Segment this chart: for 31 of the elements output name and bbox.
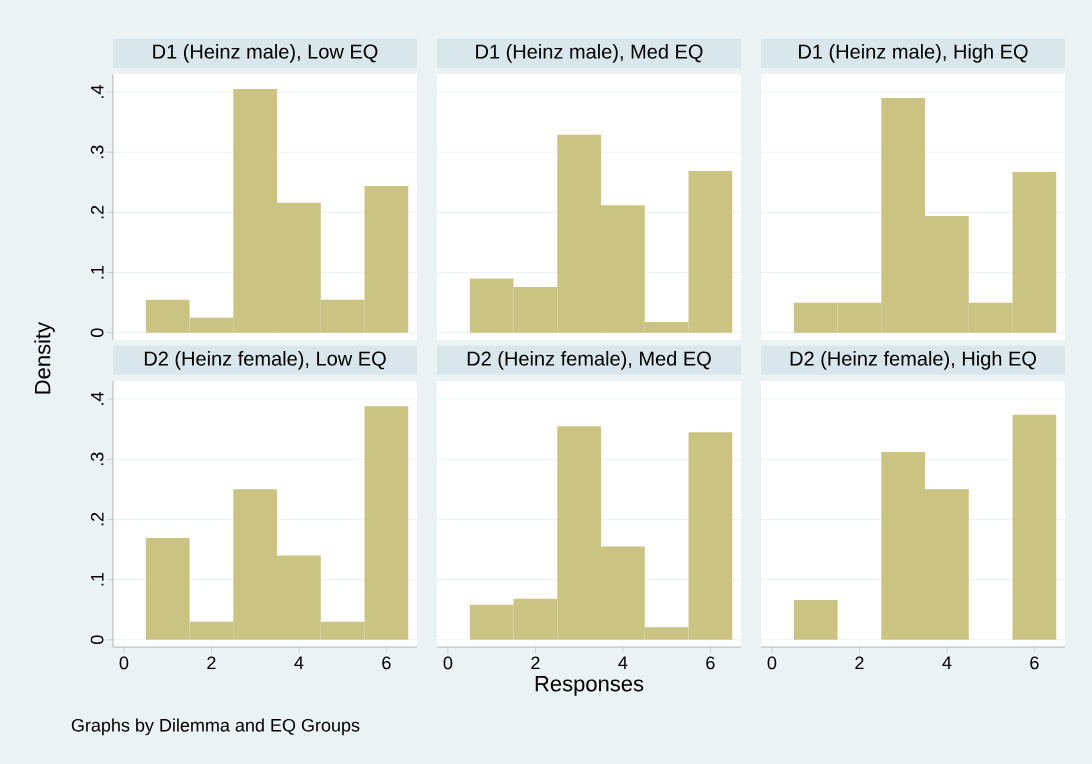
- x-tick-label: 6: [1030, 656, 1039, 670]
- x-tick-label: 2: [207, 656, 216, 670]
- y-tick-label: .3: [90, 452, 104, 466]
- text: Graphs by Dilemma and EQ Groups: [71, 718, 360, 736]
- x-axis-title: Responses: [535, 676, 644, 696]
- chart-title: D1 (Heinz male), High EQ: [799, 43, 1028, 63]
- x-tick-label: 0: [119, 656, 129, 670]
- chart-title: D2 (Heinz female), High EQ: [790, 350, 1036, 370]
- y-tick-label: 0: [90, 635, 104, 645]
- y-axis-title: Density: [34, 322, 55, 394]
- x-tick-label: 4: [618, 656, 628, 669]
- chart-title: D1 (Heinz male), Low EQ: [153, 43, 378, 63]
- x-tick-label: 0: [767, 656, 777, 670]
- chart-title: D2 (Heinz female), Med EQ: [467, 350, 711, 370]
- x-tick-label: 4: [942, 656, 952, 669]
- chart-title: D1 (Heinz male), Med EQ: [476, 43, 703, 63]
- y-tick-label: .4: [91, 85, 104, 98]
- x-tick-label: 2: [855, 656, 864, 670]
- x-tick-label: 0: [443, 656, 453, 670]
- y-tick-label: .2: [90, 205, 104, 219]
- y-tick-label: .1: [91, 265, 104, 279]
- y-tick-label: .1: [91, 572, 104, 586]
- x-tick-label: 4: [294, 656, 304, 669]
- y-tick-label: 0: [90, 328, 104, 338]
- x-tick-label: 6: [706, 656, 715, 670]
- chart-title: D2 (Heinz female), Low EQ: [144, 351, 386, 370]
- x-tick-label: 6: [382, 656, 391, 670]
- x-tick-label: 2: [531, 656, 540, 670]
- y-tick-label: .3: [90, 145, 104, 159]
- y-tick-label: .4: [91, 392, 104, 405]
- y-tick-label: .2: [90, 512, 104, 526]
